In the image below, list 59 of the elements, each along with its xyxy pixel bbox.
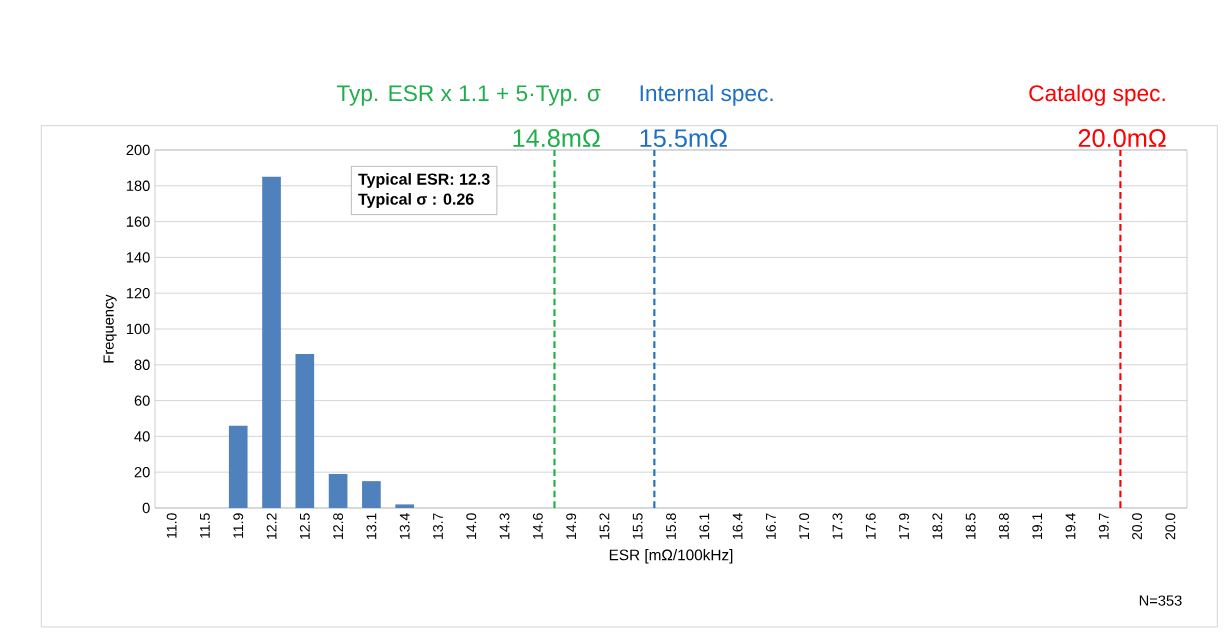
x-tick-label: 18.2 bbox=[932, 513, 943, 539]
x-tick-label: 15.5 bbox=[632, 513, 643, 539]
text: N=353 bbox=[1139, 595, 1182, 606]
y-tick-label: 60 bbox=[134, 395, 150, 406]
x-tick-label: 17.0 bbox=[799, 513, 810, 539]
x-tick-label: 17.3 bbox=[832, 513, 843, 539]
annotation: Typical ESR: 12.3 bbox=[358, 173, 490, 188]
bar bbox=[362, 481, 381, 508]
y-tick-label: 180 bbox=[126, 180, 150, 191]
text: 14.8mΩ bbox=[513, 129, 600, 148]
x-tick-label: 18.5 bbox=[965, 513, 976, 539]
x-tick-label: 12.8 bbox=[333, 513, 344, 539]
x-tick-label: 12.2 bbox=[266, 513, 277, 539]
bar bbox=[228, 425, 248, 508]
x-tick-label: 16.4 bbox=[732, 513, 743, 539]
x-tick-label: 14.3 bbox=[499, 513, 510, 539]
x-tick-label: 20.0 bbox=[1132, 513, 1143, 540]
x-tick-label: 17.9 bbox=[899, 513, 909, 539]
y-tick-label: 200 bbox=[126, 144, 150, 156]
y-axis-title: Frequency bbox=[103, 294, 117, 363]
text: 20.0mΩ bbox=[1078, 129, 1166, 148]
x-tick-label: 13.7 bbox=[433, 513, 443, 539]
x-tick-label: 11.9 bbox=[233, 513, 244, 538]
y-tick-label: 100 bbox=[126, 323, 150, 335]
x-tick-label: 19.7 bbox=[1098, 513, 1109, 539]
y-tick-label: 20 bbox=[134, 467, 150, 478]
annotation: Typical σ : 0.26 bbox=[358, 193, 474, 208]
x-tick-label: 14.6 bbox=[532, 513, 543, 539]
x-tick-label: 12.5 bbox=[299, 513, 310, 539]
x-tick-label: 16.1 bbox=[699, 513, 710, 539]
x-tick-label: 17.6 bbox=[865, 513, 876, 539]
x-axis-title: ESR [mΩ/100kHz] bbox=[609, 549, 733, 564]
x-tick-label: 11.5 bbox=[200, 513, 210, 538]
bar bbox=[295, 354, 315, 508]
y-tick-label: 40 bbox=[134, 431, 150, 442]
ref-line-label: Internal spec. bbox=[640, 84, 773, 106]
x-tick-label: 20.0 bbox=[1165, 513, 1176, 540]
x-tick-label: 14.9 bbox=[566, 513, 577, 539]
ref-line-label: Catalog spec. bbox=[1029, 84, 1165, 106]
x-tick-label: 19.4 bbox=[1065, 513, 1076, 539]
x-tick-label: 13.1 bbox=[366, 513, 377, 539]
bar bbox=[328, 473, 348, 508]
x-tick-label: 14.0 bbox=[466, 513, 477, 539]
y-tick-label: 80 bbox=[134, 359, 150, 370]
x-tick-label: 11.0 bbox=[166, 513, 177, 538]
bar bbox=[262, 176, 281, 508]
bar bbox=[395, 504, 415, 508]
x-tick-label: 19.1 bbox=[1032, 513, 1043, 539]
text: 15.5mΩ bbox=[640, 129, 727, 148]
x-tick-label: 15.2 bbox=[599, 513, 610, 539]
y-tick-label: 0 bbox=[142, 502, 150, 514]
x-tick-label: 15.8 bbox=[666, 513, 676, 539]
x-tick-label: 13.4 bbox=[399, 513, 410, 539]
x-tick-label: 16.7 bbox=[765, 513, 776, 539]
x-tick-label: 18.8 bbox=[998, 513, 1009, 539]
ref-line-label: Typ. ESR x 1.1 + 5·Typ. σ bbox=[336, 85, 601, 106]
y-tick-label: 120 bbox=[126, 288, 150, 299]
y-tick-label: 160 bbox=[126, 216, 150, 227]
y-tick-label: 140 bbox=[126, 252, 150, 263]
